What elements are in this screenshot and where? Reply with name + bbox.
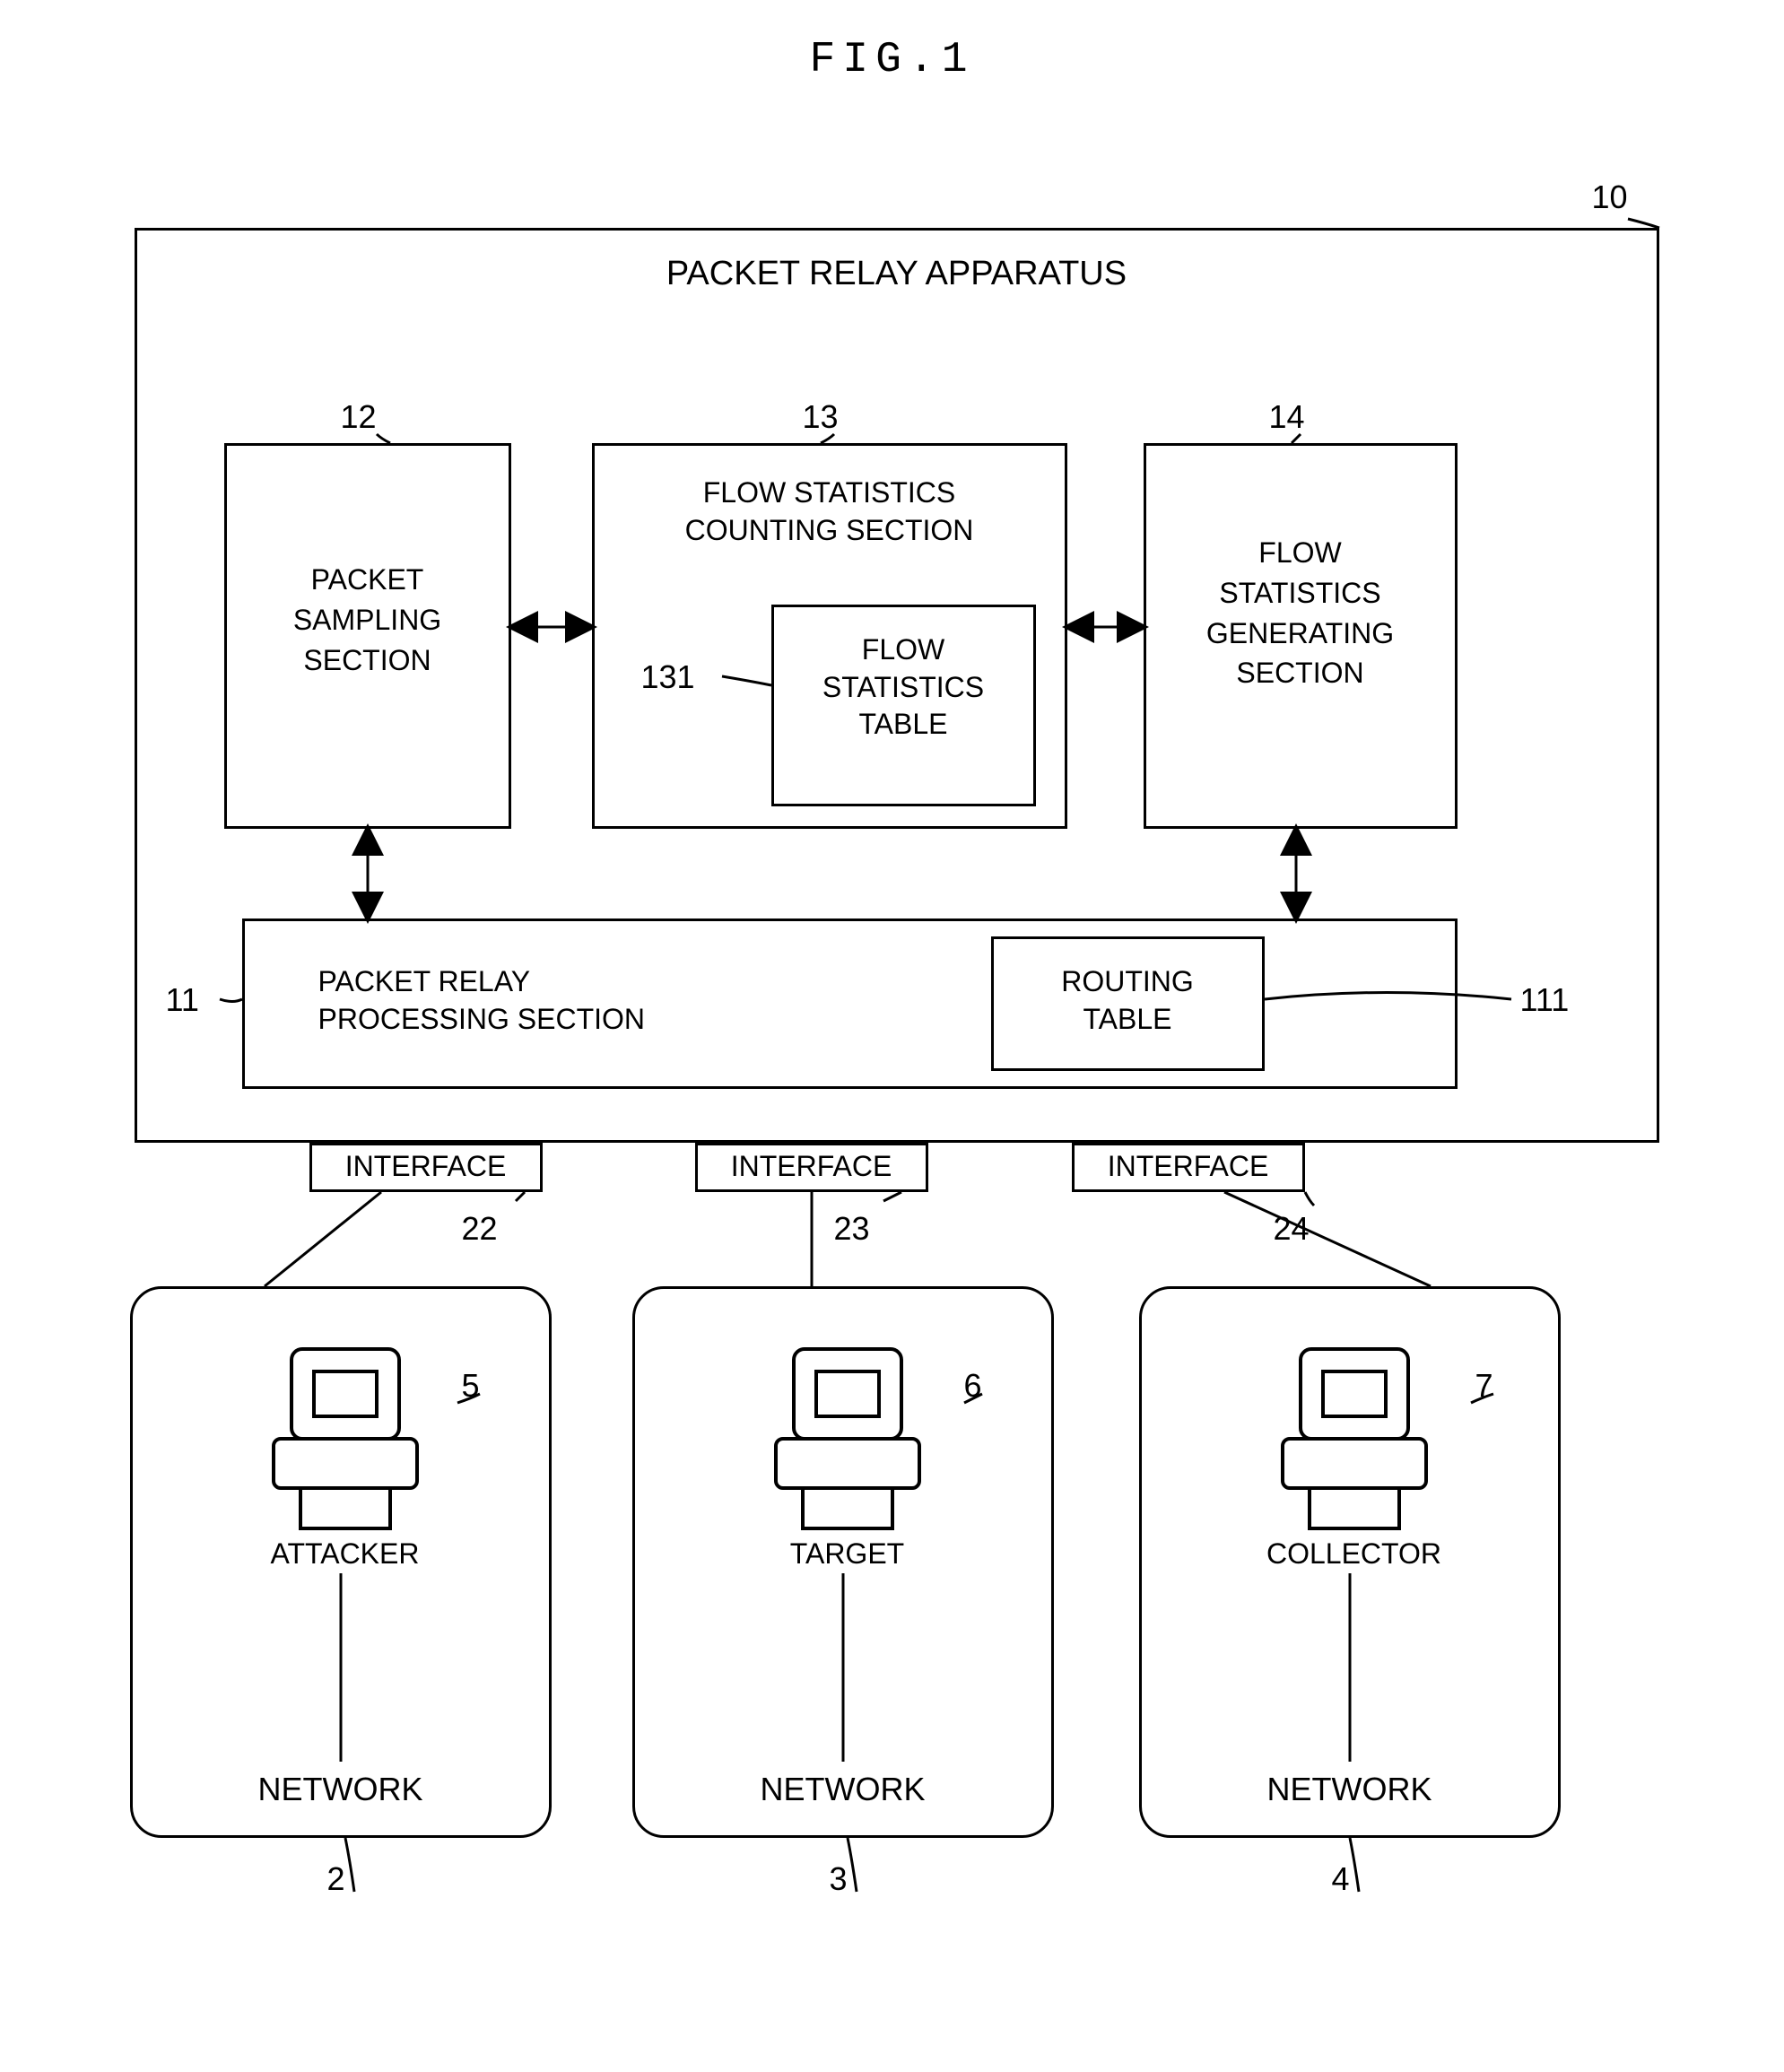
network-2-ref: 3 [830, 1860, 848, 1898]
counting-ref: 13 [803, 398, 839, 436]
diagram-container: PACKET RELAY APPARATUS 10 PACKETSAMPLING… [40, 138, 1745, 1932]
terminal-1-ref: 5 [462, 1367, 480, 1405]
relay-label: PACKET RELAYPROCESSING SECTION [318, 963, 695, 1038]
interface-2-label: INTERFACE [695, 1150, 928, 1183]
network-2-label: NETWORK [632, 1771, 1054, 1808]
interface-2-ref: 23 [834, 1210, 870, 1248]
network-3-ref: 4 [1332, 1860, 1350, 1898]
terminal-1-label: ATTACKER [220, 1537, 471, 1571]
interface-1-label: INTERFACE [309, 1150, 543, 1183]
stats-table-ref: 131 [641, 658, 695, 696]
routing-ref: 111 [1520, 981, 1570, 1019]
terminal-3-ref: 7 [1475, 1367, 1493, 1405]
sampling-ref: 12 [341, 398, 377, 436]
terminal-3-label: COLLECTOR [1229, 1537, 1480, 1571]
sampling-label: PACKETSAMPLINGSECTION [224, 560, 511, 680]
apparatus-title: PACKET RELAY APPARATUS [135, 255, 1659, 293]
routing-label: ROUTINGTABLE [991, 963, 1265, 1038]
apparatus-ref: 10 [1592, 178, 1628, 216]
figure-title: FIG.1 [36, 36, 1748, 84]
interface-3-ref: 24 [1274, 1210, 1310, 1248]
generating-ref: 14 [1269, 398, 1305, 436]
network-1-label: NETWORK [130, 1771, 552, 1808]
relay-ref: 11 [166, 981, 199, 1019]
network-1-ref: 2 [327, 1860, 345, 1898]
generating-label: FLOWSTATISTICSGENERATINGSECTION [1144, 533, 1458, 693]
counting-label: FLOW STATISTICSCOUNTING SECTION [592, 474, 1067, 549]
network-3-label: NETWORK [1139, 1771, 1561, 1808]
stats-table-label: FLOWSTATISTICSTABLE [771, 631, 1036, 744]
interface-1-ref: 22 [462, 1210, 498, 1248]
interface-3-label: INTERFACE [1072, 1150, 1305, 1183]
terminal-2-ref: 6 [964, 1367, 982, 1405]
terminal-2-label: TARGET [722, 1537, 973, 1571]
